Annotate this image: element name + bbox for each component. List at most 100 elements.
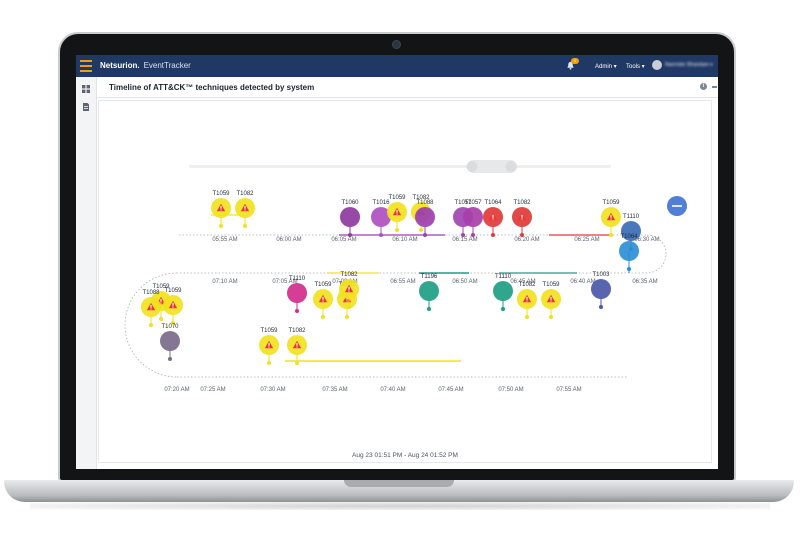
technique-bubble[interactable] <box>371 207 391 227</box>
tick-label: 07:25 AM <box>200 387 225 393</box>
technique-label: T1082 <box>513 200 531 206</box>
technique-bubble[interactable] <box>621 221 641 241</box>
app-logo: Netsurion. EventTracker <box>100 61 191 70</box>
top-navbar: Netsurion. EventTracker 1 Admin ▾ Tools ▾… <box>76 55 718 77</box>
technique-marker[interactable]: T1059 <box>259 328 279 365</box>
zoom-handle-right[interactable] <box>505 161 517 172</box>
technique-marker[interactable]: T1088 <box>141 290 161 327</box>
technique-marker[interactable]: T1082 <box>235 191 255 228</box>
technique-marker[interactable]: T1082 <box>339 272 359 309</box>
tick-label: 06:50 AM <box>452 279 477 285</box>
technique-marker[interactable]: T1088 <box>415 200 435 237</box>
dashboard-icon[interactable] <box>82 85 90 93</box>
technique-marker[interactable]: T1082 <box>287 328 307 365</box>
technique-label: T1110 <box>623 214 640 220</box>
technique-bubble[interactable] <box>419 281 439 301</box>
tick-label: 06:00 AM <box>276 237 301 243</box>
tick-label: 05:55 AM <box>212 237 237 243</box>
technique-label: T1070 <box>161 324 179 330</box>
tick-label: 07:55 AM <box>556 387 581 393</box>
technique-label: T1082 <box>288 328 306 334</box>
tick-label: 06:20 AM <box>514 237 539 243</box>
tick-label: 06:45 AM <box>510 279 535 285</box>
user-name: Narender Bhandare ▾ <box>665 62 713 68</box>
user-menu[interactable]: Narender Bhandare ▾ <box>652 60 713 70</box>
technique-marker[interactable]: T1016 <box>371 200 391 237</box>
technique-label: T1059 <box>260 328 278 334</box>
logo-text: Netsurion. <box>100 61 140 70</box>
technique-marker[interactable]: T1059 <box>211 191 231 228</box>
technique-marker[interactable]: T1060 <box>340 200 360 237</box>
technique-label: T1064 <box>484 200 502 206</box>
tick-label: 06:15 AM <box>452 237 477 243</box>
technique-marker[interactable]: T1059 <box>313 282 333 319</box>
technique-marker[interactable]: T1082 <box>512 200 532 237</box>
technique-label: T1059 <box>152 284 170 290</box>
hamburger-menu-icon[interactable] <box>80 60 92 72</box>
technique-label: T1003 <box>592 272 610 278</box>
technique-marker[interactable]: T1110 <box>287 276 307 313</box>
timeline-panel: 05:55 AM 06:00 AM 06:05 AM 06:10 AM 06:15 AM… <box>98 100 712 463</box>
technique-bubble[interactable] <box>463 207 483 227</box>
zoom-range[interactable] <box>467 160 517 173</box>
tick-label: 06:30 AM <box>634 237 659 243</box>
technique-bubble[interactable] <box>493 281 513 301</box>
tick-label: 06:40 AM <box>570 279 595 285</box>
technique-label: T1059 <box>602 200 620 206</box>
tick-label: 06:10 AM <box>392 237 417 243</box>
laptop-notch <box>344 480 454 487</box>
time-range-label: Aug 23 01:51 PM - Aug 24 01:52 PM <box>352 452 458 459</box>
technique-bubble[interactable] <box>591 279 611 299</box>
tick-label: 07:45 AM <box>438 387 463 393</box>
tools-menu[interactable]: Tools ▾ <box>626 64 645 70</box>
technique-marker[interactable]: T1070 <box>160 324 180 361</box>
technique-bubble[interactable] <box>340 207 360 227</box>
technique-marker[interactable]: T1059 <box>541 282 561 319</box>
minus-icon <box>672 205 682 207</box>
tick-label: 07:10 AM <box>212 279 237 285</box>
technique-marker[interactable]: T1064 <box>483 200 503 237</box>
notification-badge: 1 <box>571 58 579 64</box>
laptop-shadow <box>30 502 770 510</box>
technique-label: T1082 <box>412 195 430 201</box>
technique-marker[interactable]: T1059 <box>163 288 183 325</box>
attack-timeline: 05:55 AM 06:00 AM 06:05 AM 06:10 AM 06:15 AM… <box>124 160 687 459</box>
technique-bubble[interactable] <box>287 283 307 303</box>
tick-label: 07:30 AM <box>260 387 285 393</box>
collapse-icon[interactable] <box>712 86 717 88</box>
technique-marker[interactable]: T1059 <box>387 195 407 232</box>
zoom-track[interactable] <box>189 165 611 168</box>
info-icon[interactable]: i <box>700 83 707 90</box>
technique-marker[interactable]: T1057 <box>463 200 483 237</box>
technique-marker[interactable]: T1196 <box>419 274 439 311</box>
technique-marker[interactable]: T1059 <box>601 200 621 237</box>
technique-marker[interactable]: T1110 <box>493 274 513 311</box>
technique-bubble[interactable] <box>160 331 180 351</box>
page-title: Timeline of ATT&CK™ techniques detected … <box>109 83 315 92</box>
tick-label: 06:25 AM <box>574 237 599 243</box>
tick-label: 07:40 AM <box>380 387 405 393</box>
technique-label: T1059 <box>542 282 560 288</box>
webcam <box>392 40 401 49</box>
document-icon[interactable] <box>82 103 90 111</box>
timeline-curve-left <box>124 272 178 378</box>
technique-label: T1110 <box>289 276 306 282</box>
technique-marker[interactable]: T1064 <box>619 234 639 271</box>
technique-bubble[interactable] <box>415 207 435 227</box>
timeline-curve-right <box>646 234 667 274</box>
admin-menu[interactable]: Admin ▾ <box>595 64 617 70</box>
technique-marker[interactable]: T1082 <box>517 282 537 319</box>
tick-label: 07:50 AM <box>498 387 523 393</box>
technique-label: T1057 <box>454 200 472 206</box>
laptop-base <box>4 480 794 502</box>
technique-label: T1059 <box>314 282 332 288</box>
panel-header: Timeline of ATT&CK™ techniques detected … <box>96 77 718 98</box>
technique-bubble[interactable] <box>619 241 639 261</box>
technique-label: T1059 <box>164 288 182 294</box>
zoom-handle-left[interactable] <box>466 161 478 172</box>
sidebar <box>76 77 97 469</box>
technique-marker[interactable]: T1003 <box>591 272 611 309</box>
technique-label: T1057 <box>464 200 482 206</box>
tick-label: 06:35 AM <box>632 279 657 285</box>
technique-label: T1196 <box>421 274 438 280</box>
